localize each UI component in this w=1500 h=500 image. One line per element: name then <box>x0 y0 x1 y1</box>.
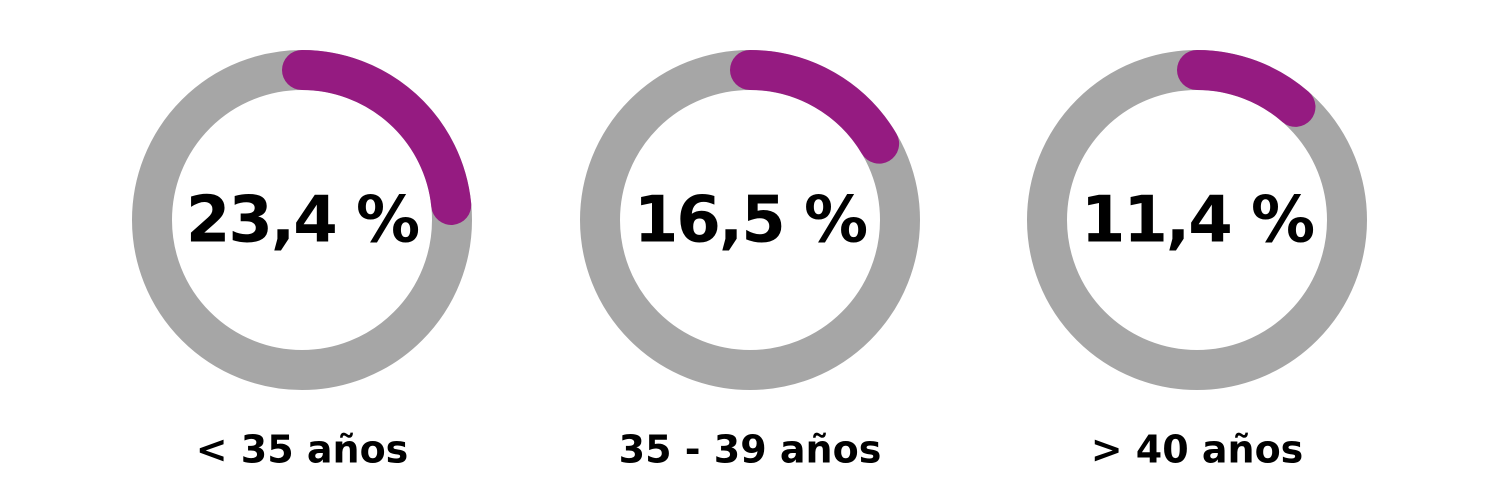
category-label: > 40 años <box>1091 428 1304 472</box>
value-label: 23,4 % <box>186 184 419 258</box>
ring-arc <box>1177 50 1316 127</box>
value-label: 11,4 % <box>1081 184 1314 258</box>
ring-arc <box>282 50 472 225</box>
ring-arc <box>730 50 900 164</box>
value-label: 16,5 % <box>634 184 867 258</box>
category-label: < 35 años <box>196 428 409 472</box>
category-label: 35 - 39 años <box>619 428 882 472</box>
